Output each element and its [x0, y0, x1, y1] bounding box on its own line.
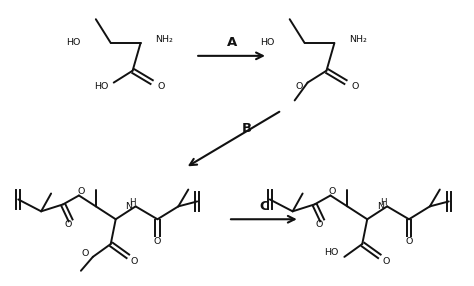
- Text: O: O: [329, 187, 336, 196]
- Text: O: O: [405, 237, 413, 246]
- Text: O: O: [351, 82, 359, 91]
- Text: HO: HO: [324, 249, 338, 257]
- Text: O: O: [154, 237, 161, 246]
- Text: O: O: [157, 82, 165, 91]
- Text: O: O: [82, 249, 89, 259]
- Text: NH₂: NH₂: [349, 35, 367, 43]
- Text: NH₂: NH₂: [155, 35, 173, 43]
- Text: O: O: [316, 220, 323, 229]
- Text: HO: HO: [260, 39, 275, 47]
- Text: H: H: [128, 198, 135, 207]
- Text: A: A: [227, 37, 237, 49]
- Text: O: O: [382, 257, 390, 266]
- Text: C: C: [259, 200, 269, 213]
- Text: N: N: [377, 202, 384, 211]
- Text: HO: HO: [94, 82, 109, 91]
- Text: N: N: [126, 202, 133, 211]
- Text: H: H: [380, 198, 387, 207]
- Text: B: B: [242, 122, 252, 135]
- Text: O: O: [64, 220, 72, 229]
- Text: O: O: [131, 257, 138, 266]
- Text: HO: HO: [66, 39, 81, 47]
- Text: O: O: [295, 82, 302, 91]
- Text: O: O: [77, 187, 84, 196]
